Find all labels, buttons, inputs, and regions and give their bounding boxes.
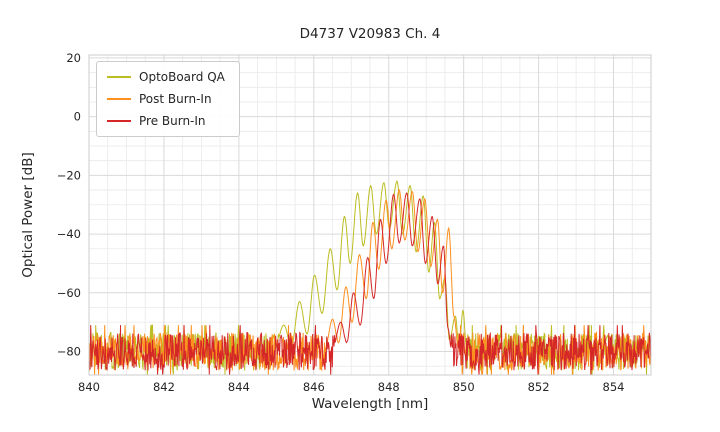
y-tick-label: −60 [57, 286, 81, 300]
legend-line-swatch [107, 76, 131, 78]
x-tick-label: 842 [153, 380, 175, 394]
chart-title: D4737 V20983 Ch. 4 [299, 26, 441, 42]
legend-label: OptoBoard QA [139, 70, 225, 84]
plot-border [88, 54, 652, 376]
y-axis-label: Optical Power [dB] [20, 152, 36, 278]
x-tick-label: 840 [78, 380, 100, 394]
y-tick-label: 0 [74, 110, 81, 124]
legend-label: Pre Burn-In [139, 114, 206, 128]
legend-item: Post Burn-In [107, 92, 225, 106]
legend-line-swatch [107, 98, 131, 100]
x-tick-label: 848 [378, 380, 400, 394]
y-tick-label: −20 [57, 168, 81, 182]
y-tick-label: −80 [57, 345, 81, 359]
legend-label: Post Burn-In [139, 92, 212, 106]
x-tick-label: 846 [303, 380, 325, 394]
legend: OptoBoard QA Post Burn-In Pre Burn-In [96, 61, 240, 137]
y-tick-label: 20 [66, 51, 81, 65]
series-line-post-burn-in [88, 188, 652, 376]
legend-item: OptoBoard QA [107, 70, 225, 84]
legend-line-swatch [107, 120, 131, 122]
x-tick-label: 854 [603, 380, 625, 394]
legend-item: Pre Burn-In [107, 114, 225, 128]
x-axis-label: Wavelength [nm] [311, 396, 429, 412]
y-tick-label: −40 [57, 227, 81, 241]
x-tick-label: 852 [528, 380, 550, 394]
x-tick-label: 850 [453, 380, 475, 394]
x-tick-label: 844 [228, 380, 250, 394]
series-line-pre-burn-in [88, 192, 652, 376]
